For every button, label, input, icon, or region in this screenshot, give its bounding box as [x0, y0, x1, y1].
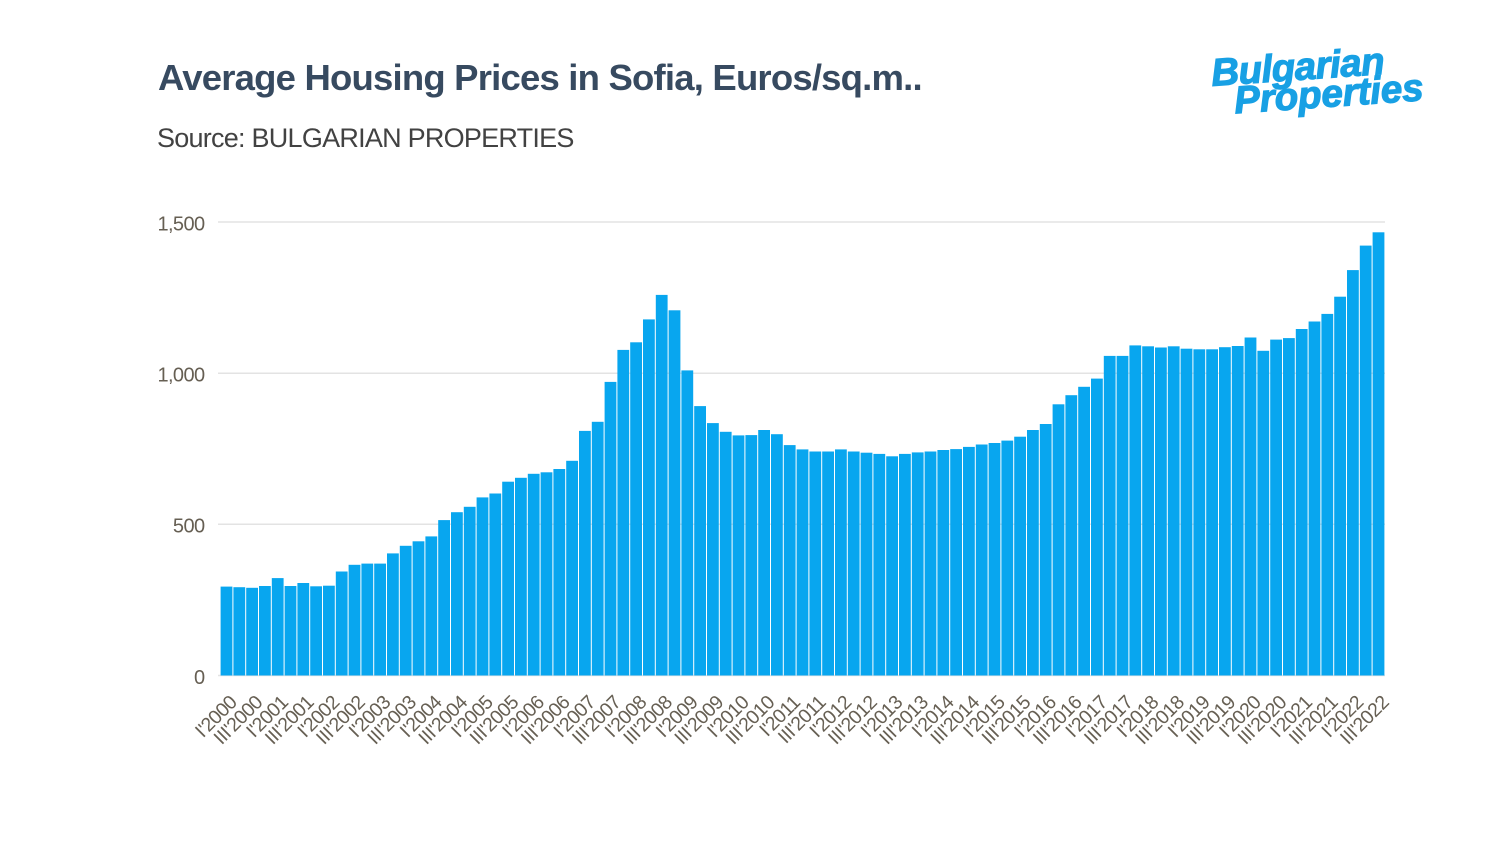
svg-text:1,000: 1,000	[157, 365, 205, 387]
svg-text:500: 500	[173, 516, 205, 538]
svg-text:1,500: 1,500	[157, 213, 205, 235]
svg-text:0: 0	[194, 667, 205, 689]
